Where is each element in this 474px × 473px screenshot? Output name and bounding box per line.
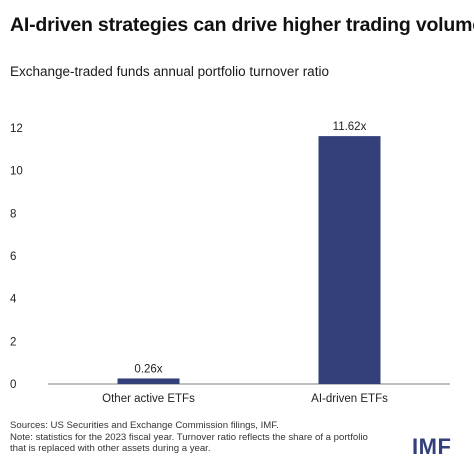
y-tick-label: 2 [10, 336, 16, 348]
chart-subtitle: Exchange-traded funds annual portfolio t… [10, 64, 329, 79]
data-label: 11.62x [333, 121, 367, 133]
y-tick-label: 0 [10, 379, 16, 391]
y-tick-label: 10 [10, 166, 23, 178]
y-tick-label: 8 [10, 208, 16, 220]
bar [117, 378, 180, 384]
y-tick-label: 12 [10, 123, 23, 135]
x-tick-label: Other active ETFs [102, 393, 195, 405]
chart-title: AI-driven strategies can drive higher tr… [10, 14, 474, 36]
x-tick-label: AI-driven ETFs [311, 393, 388, 405]
y-tick-label: 4 [10, 294, 17, 306]
note-line-1: Note: statistics for the 2023 fiscal yea… [10, 431, 368, 443]
imf-logo: IMF [412, 434, 452, 459]
source-note: Sources: US Securities and Exchange Comm… [10, 420, 279, 431]
bar [318, 136, 381, 384]
y-tick-label: 6 [10, 251, 16, 263]
data-label: 0.26x [134, 363, 162, 375]
note-line-2: that is replaced with other assets durin… [10, 443, 211, 454]
footer-notes: Sources: US Securities and Exchange Comm… [10, 420, 400, 455]
